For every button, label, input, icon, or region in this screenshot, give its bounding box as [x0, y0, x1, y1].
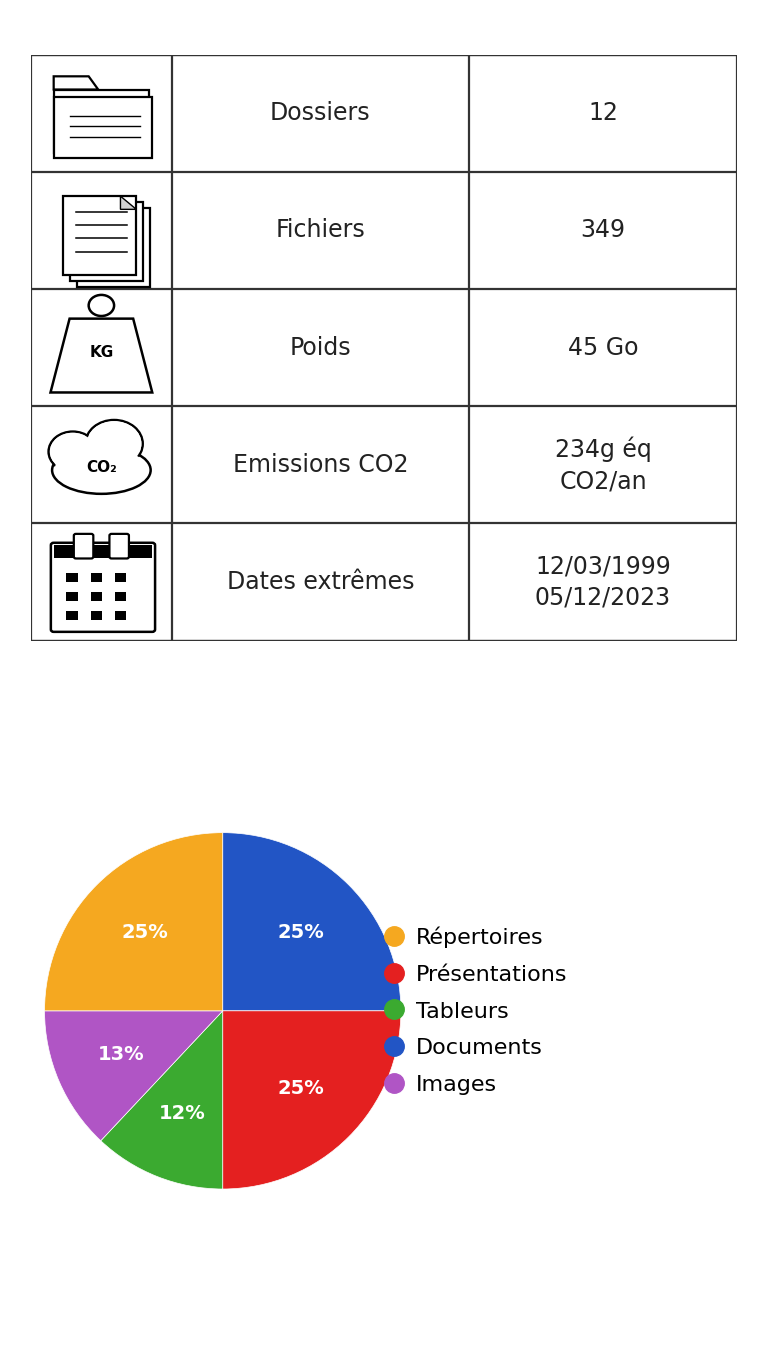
Text: 12: 12 — [588, 101, 618, 126]
FancyBboxPatch shape — [51, 542, 155, 632]
Wedge shape — [223, 833, 401, 1011]
Wedge shape — [45, 1011, 223, 1141]
Text: Dossiers: Dossiers — [270, 101, 371, 126]
Text: Emissions CO2: Emissions CO2 — [233, 454, 408, 477]
Circle shape — [50, 433, 96, 471]
FancyBboxPatch shape — [109, 534, 129, 559]
FancyBboxPatch shape — [54, 90, 149, 153]
Polygon shape — [54, 76, 98, 90]
Text: 25%: 25% — [277, 923, 324, 943]
Ellipse shape — [54, 444, 137, 475]
Bar — [91, 591, 102, 601]
Text: CO₂: CO₂ — [86, 460, 117, 475]
FancyBboxPatch shape — [70, 202, 144, 281]
Text: 13%: 13% — [98, 1045, 144, 1064]
Text: 234g éq
CO2/an: 234g éq CO2/an — [554, 436, 651, 493]
Wedge shape — [45, 833, 223, 1011]
Ellipse shape — [55, 448, 148, 492]
Ellipse shape — [52, 447, 151, 494]
Wedge shape — [223, 1011, 401, 1188]
Polygon shape — [51, 318, 152, 392]
Bar — [114, 572, 126, 582]
Bar — [66, 591, 78, 601]
Text: 25%: 25% — [121, 923, 168, 943]
Bar — [91, 611, 102, 620]
Text: KG: KG — [89, 346, 114, 361]
Circle shape — [87, 421, 141, 466]
Bar — [54, 545, 152, 559]
Text: Fichiers: Fichiers — [276, 219, 366, 242]
FancyBboxPatch shape — [63, 197, 137, 276]
Text: 45 Go: 45 Go — [568, 336, 638, 359]
Legend: Répertoires, Présentations, Tableurs, Documents, Images: Répertoires, Présentations, Tableurs, Do… — [376, 918, 577, 1104]
Bar — [114, 591, 126, 601]
Bar — [114, 611, 126, 620]
Bar — [66, 572, 78, 582]
FancyBboxPatch shape — [78, 208, 151, 287]
Text: 349: 349 — [581, 219, 625, 242]
Bar — [91, 572, 102, 582]
Polygon shape — [121, 197, 137, 209]
Text: 12/03/1999
05/12/2023: 12/03/1999 05/12/2023 — [535, 555, 671, 609]
FancyBboxPatch shape — [54, 97, 152, 158]
Text: 12%: 12% — [159, 1104, 205, 1123]
Text: 25%: 25% — [277, 1079, 324, 1098]
Bar — [66, 611, 78, 620]
FancyBboxPatch shape — [74, 534, 94, 559]
Text: Poids: Poids — [290, 336, 351, 359]
Wedge shape — [101, 1011, 223, 1188]
Text: Dates extrêmes: Dates extrêmes — [227, 570, 414, 594]
